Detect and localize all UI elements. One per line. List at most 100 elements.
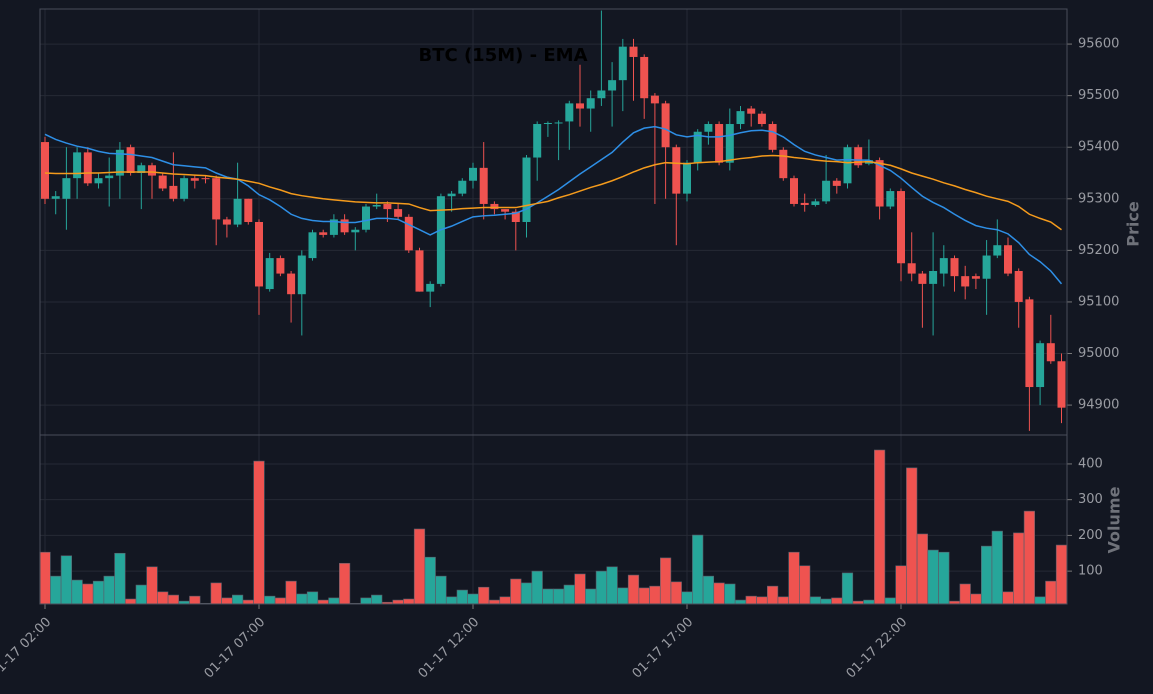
candle-body [415,250,424,292]
volume-bar [445,596,458,605]
volume-bar [424,556,436,605]
candle-body [351,229,360,233]
candle-body [1025,299,1034,388]
price-axis-label: Price [1124,201,1143,247]
volume-frame [39,434,1068,605]
candle-body [180,178,189,199]
candle-body [736,111,745,125]
candle-body [383,203,392,210]
volume-bar [745,595,757,605]
candle-body [747,108,756,114]
y-tick-label: 95600 [1078,37,1119,52]
volume-bar [1023,510,1035,605]
candle-body [897,191,905,264]
candle-body [319,232,328,235]
volume-bar [82,583,94,605]
candle-body [1057,361,1066,408]
volume-bar [306,591,319,605]
volume-bar [659,557,672,605]
ema-line [44,125,1063,285]
volume-bar [938,551,950,605]
volume-bar [606,566,618,605]
volume-bar [296,593,308,605]
volume-bar [724,583,736,605]
candle-body [586,98,595,109]
volume-bar [253,460,265,605]
candle-body [565,103,574,122]
candle-body [105,175,114,179]
volume-bar [585,588,597,605]
volume-bar [92,580,105,605]
volume-bar [1045,580,1057,605]
candle-body [511,211,520,222]
candle-body [1036,343,1045,388]
candle-body [62,178,71,199]
volume-bar [670,581,682,605]
candle-body [800,202,809,205]
volume-bar [970,593,982,605]
volume-bar [916,533,928,605]
candle-body [222,219,231,225]
candle-body [961,276,970,287]
candle-body [447,193,456,197]
candle-body [233,198,242,225]
candle-body [41,142,49,199]
volume-bar [895,565,907,605]
volume-bar [135,584,147,605]
candle-body [832,180,841,186]
volume-bar [777,596,789,605]
volume-tick-label: 200 [1078,528,1103,543]
volume-bar [167,594,180,605]
volume-bar [542,588,554,605]
volume-bar [60,555,72,605]
candle-body [576,103,584,109]
volume-bar [980,545,993,605]
volume-axis-label: Volume [1105,486,1124,553]
candle-body [843,147,852,184]
candle-body [554,122,563,124]
volume-tick-label: 300 [1078,492,1103,507]
volume-bar [456,589,468,605]
chart-title: BTC (15M) - EMA [418,45,587,66]
candle-body [650,95,659,104]
volume-bar [1055,544,1068,605]
candle-body [1004,245,1012,274]
y-tick-label: 95400 [1078,140,1119,155]
candle-body [479,167,488,204]
volume-bar [338,562,351,605]
candle-body [436,196,445,284]
candle-body [768,124,777,150]
volume-bar [638,587,650,605]
volume-bar [959,583,971,605]
candle-body [83,152,92,184]
y-tick-label: 95200 [1078,243,1119,258]
volume-bar [510,578,522,605]
volume-bar [702,575,714,605]
candle-body [201,178,210,180]
volume-bar [146,566,158,605]
candle-body [362,206,370,230]
volume-bar [627,574,640,605]
volume-bar [820,598,832,605]
candle-body [715,124,724,163]
volume-bar [1002,591,1014,605]
candle-body [190,178,199,181]
volume-bar [242,599,254,605]
volume-bar [574,573,586,605]
volume-bar [157,591,169,605]
candle-body [939,258,948,274]
candle-body [661,103,670,148]
volume-bar [499,596,511,605]
volume-bar [478,586,490,605]
volume-bar [467,593,479,605]
candle-body [169,185,178,199]
candle-body [875,160,884,207]
y-tick-label: 95300 [1078,191,1119,206]
candle-body [597,90,606,99]
candle-body [372,204,381,207]
candle-body [683,162,691,194]
candle-body [297,255,306,295]
candle-body [993,245,1002,256]
